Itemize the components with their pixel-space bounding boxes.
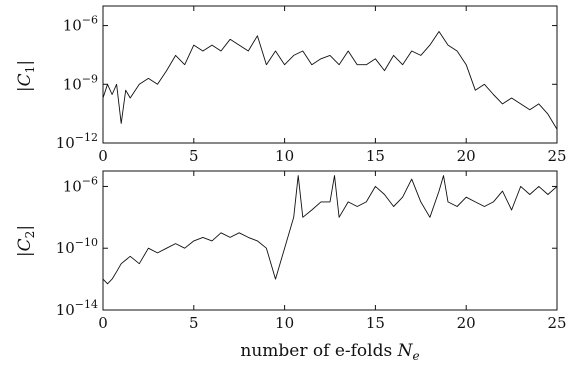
x-tick-label: 0 (98, 314, 108, 332)
y-tick-label: 10−12 (56, 131, 98, 152)
panel-1: 0 5 10 15 20 25 10−6 10−9 10−12 |C1| (15, 5, 567, 165)
y-tick-label: 10−10 (56, 236, 98, 257)
x-tick-label: 25 (547, 147, 566, 165)
panel-1-x-ticks: 0 5 10 15 20 25 (98, 6, 567, 165)
series-line-1 (102, 31, 558, 130)
x-tick-label: 0 (98, 147, 108, 165)
x-tick-label: 15 (366, 314, 385, 332)
panel-2-y-ticks: 10−6 10−10 10−14 (56, 174, 557, 319)
x-tick-label: 20 (457, 314, 476, 332)
x-tick-label: 10 (275, 314, 294, 332)
panel-2: 0 5 10 15 20 25 10−6 10−10 10−14 |C2| (15, 170, 567, 332)
x-tick-label: 5 (189, 314, 199, 332)
x-tick-label: 25 (547, 314, 566, 332)
x-tick-label: 20 (457, 147, 476, 165)
x-axis-label: number of e-folds Ne (240, 341, 419, 363)
panel-1-y-axis-label: |C1| (15, 60, 37, 92)
panel-2-y-axis-label: |C2| (15, 225, 37, 257)
panel-1-series (102, 31, 558, 130)
panel-2-x-ticks: 0 5 10 15 20 25 (98, 171, 567, 332)
y-tick-label: 10−9 (63, 72, 98, 93)
panel-1-y-ticks: 10−6 10−9 10−12 (56, 14, 557, 152)
x-tick-label: 10 (275, 147, 294, 165)
panel-2-frame (102, 170, 558, 311)
panel-2-series (102, 175, 558, 285)
y-tick-label: 10−6 (63, 14, 98, 35)
y-tick-label: 10−14 (56, 298, 98, 319)
x-tick-label: 15 (366, 147, 385, 165)
panel-1-frame (102, 5, 558, 144)
series-line-2 (102, 175, 558, 285)
x-tick-label: 5 (189, 147, 199, 165)
y-tick-label: 10−6 (63, 174, 98, 195)
